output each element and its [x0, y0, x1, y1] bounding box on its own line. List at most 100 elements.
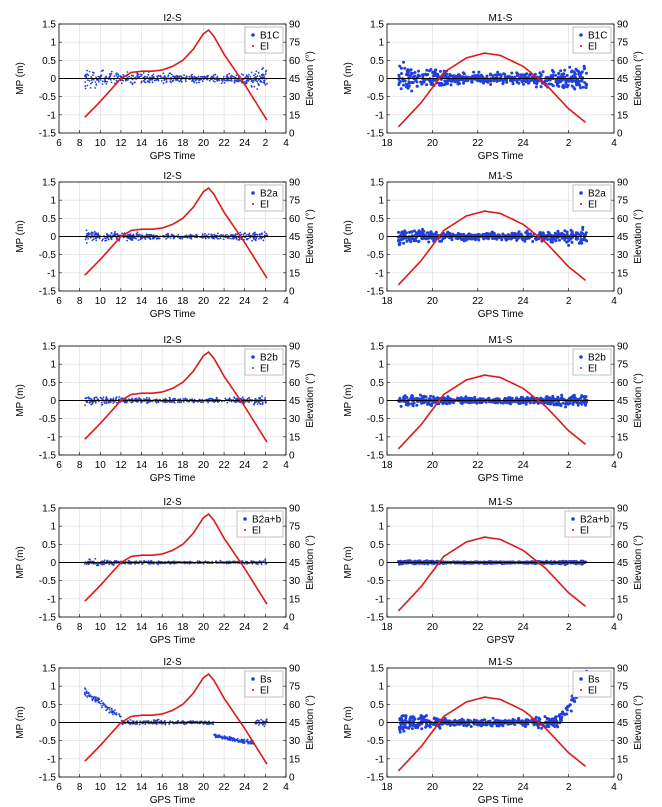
mp-point: [539, 74, 543, 78]
mp-point: [184, 80, 187, 83]
mp-point: [536, 79, 540, 83]
legend-box: [244, 184, 284, 212]
mp-point: [102, 238, 104, 241]
mp-point: [171, 400, 174, 403]
mp-point: [216, 398, 219, 401]
y2-tick-label: 30: [617, 92, 629, 103]
mp-point: [558, 238, 561, 242]
mp-point: [235, 401, 238, 403]
mp-point: [86, 69, 88, 72]
y-tick-label: -0.5: [39, 414, 57, 425]
mp-point: [136, 231, 139, 234]
y-tick-label: -1: [375, 110, 384, 121]
elevation-curve: [84, 29, 268, 121]
y2-tick-label: 75: [617, 522, 629, 533]
mp-point: [200, 75, 202, 78]
y2-axis-label: Elevation (°): [633, 535, 644, 590]
mp-point: [538, 231, 542, 234]
mp-point: [242, 74, 245, 76]
mp-point: [190, 74, 193, 77]
mp-point: [217, 401, 219, 403]
mp-point: [84, 238, 87, 241]
mp-point: [410, 394, 414, 397]
mp-point: [239, 231, 242, 234]
mp-point: [144, 723, 147, 726]
x-tick-label: 20: [198, 138, 210, 149]
y-tick-label: -0.5: [367, 576, 385, 587]
mp-point: [556, 229, 560, 233]
mp-point: [224, 234, 227, 237]
x-tick-label: 4: [611, 138, 617, 149]
mp-point: [434, 230, 438, 234]
mp-point: [559, 397, 563, 401]
y-tick-label: -1.5: [367, 613, 385, 624]
mp-point: [247, 76, 250, 79]
mp-point: [408, 238, 412, 242]
mp-point: [189, 237, 192, 240]
legend-label-mp: B1C: [588, 31, 607, 42]
y-tick-label: -1.5: [39, 613, 57, 624]
y-tick-label: -0.5: [367, 92, 385, 103]
mp-point: [101, 403, 104, 406]
mp-point: [405, 239, 409, 243]
mp-point: [556, 75, 560, 79]
x-tick-label: 4: [283, 460, 289, 471]
mp-point: [115, 74, 118, 77]
mp-point: [551, 394, 555, 398]
x-axis-label: GPS Time: [478, 473, 524, 484]
mp-point: [228, 72, 231, 75]
mp-point: [584, 71, 588, 75]
y2-axis-label: Elevation (°): [305, 535, 316, 590]
x-tick-label: 22: [472, 460, 484, 471]
mp-point: [263, 82, 266, 85]
x-tick-label: 2: [263, 138, 269, 149]
mp-point: [215, 237, 218, 239]
mp-point: [399, 87, 403, 91]
mp-point: [241, 396, 244, 398]
mp-point: [88, 401, 91, 404]
mp-point: [550, 82, 554, 86]
mp-point: [219, 237, 222, 240]
mp-point: [500, 238, 504, 242]
y-tick-label: 1.5: [42, 20, 56, 31]
mp-point: [129, 562, 132, 565]
mp-point: [572, 86, 576, 90]
mp-point: [255, 70, 258, 73]
mp-point: [257, 71, 260, 74]
mp-point: [404, 82, 408, 86]
mp-point: [554, 239, 558, 243]
mp-point: [236, 738, 239, 740]
mp-point: [444, 402, 448, 405]
legend-box: [572, 348, 612, 376]
x-tick-label: 4: [611, 622, 617, 633]
mp-point: [116, 401, 118, 404]
x-tick-label: 24: [239, 138, 251, 149]
mp-point: [264, 84, 267, 86]
mp-point: [399, 66, 403, 70]
mp-point: [522, 82, 525, 86]
mp-point: [181, 237, 184, 240]
mp-point: [226, 73, 229, 76]
mp-point: [108, 708, 111, 711]
y2-tick-label: 30: [617, 250, 629, 261]
x-axis-label: GPS Time: [150, 473, 196, 484]
mp-point: [224, 397, 227, 400]
mp-point: [562, 86, 566, 90]
mp-point: [573, 75, 577, 79]
mp-point: [399, 404, 403, 408]
mp-point: [429, 394, 433, 398]
mp-point: [92, 696, 95, 698]
mp-point: [176, 401, 179, 403]
mp-point: [145, 233, 148, 236]
mp-point: [233, 81, 236, 84]
legend-box: [236, 510, 284, 538]
mp-point: [192, 76, 194, 78]
legend-label-mp: B2a: [260, 189, 278, 200]
mp-point: [115, 233, 118, 236]
mp-point: [564, 85, 568, 88]
mp-point: [233, 560, 236, 563]
